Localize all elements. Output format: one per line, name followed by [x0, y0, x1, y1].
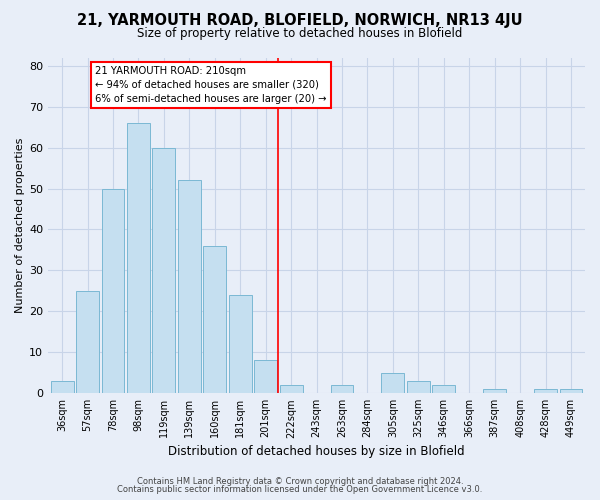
Bar [127, 123, 150, 393]
Bar [229, 295, 251, 393]
Y-axis label: Number of detached properties: Number of detached properties [15, 138, 25, 313]
Bar [178, 180, 201, 393]
Text: Contains HM Land Registry data © Crown copyright and database right 2024.: Contains HM Land Registry data © Crown c… [137, 477, 463, 486]
Text: 21, YARMOUTH ROAD, BLOFIELD, NORWICH, NR13 4JU: 21, YARMOUTH ROAD, BLOFIELD, NORWICH, NR… [77, 12, 523, 28]
Text: Size of property relative to detached houses in Blofield: Size of property relative to detached ho… [137, 28, 463, 40]
Text: 21 YARMOUTH ROAD: 210sqm
← 94% of detached houses are smaller (320)
6% of semi-d: 21 YARMOUTH ROAD: 210sqm ← 94% of detach… [95, 66, 327, 104]
Bar [101, 188, 124, 393]
X-axis label: Distribution of detached houses by size in Blofield: Distribution of detached houses by size … [168, 444, 465, 458]
Bar [560, 389, 583, 393]
Text: Contains public sector information licensed under the Open Government Licence v3: Contains public sector information licen… [118, 485, 482, 494]
Bar [76, 291, 99, 393]
Bar [483, 389, 506, 393]
Bar [50, 381, 74, 393]
Bar [254, 360, 277, 393]
Bar [331, 385, 353, 393]
Bar [203, 246, 226, 393]
Bar [534, 389, 557, 393]
Bar [407, 381, 430, 393]
Bar [382, 372, 404, 393]
Bar [152, 148, 175, 393]
Bar [280, 385, 302, 393]
Bar [433, 385, 455, 393]
